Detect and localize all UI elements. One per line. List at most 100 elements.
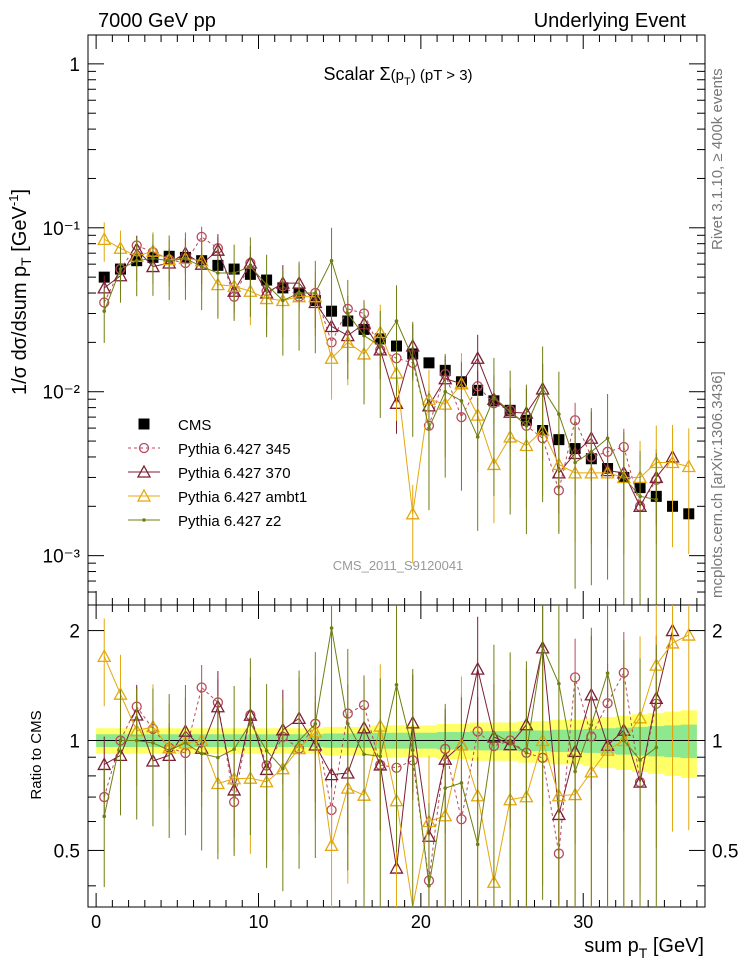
data-point bbox=[248, 264, 253, 269]
x-tick-label: 30 bbox=[573, 912, 593, 932]
mcplots-label: mcplots.cern.ch [arXiv:1306.3436] bbox=[709, 371, 726, 598]
ratio-point bbox=[589, 723, 594, 727]
ratio-point bbox=[324, 838, 339, 852]
legend-item-pythia-6-427-z2: Pythia 6.427 z2 bbox=[128, 513, 281, 530]
ratio-point bbox=[297, 738, 301, 743]
data-point bbox=[654, 497, 659, 502]
ratio-point bbox=[324, 767, 339, 781]
ratio-point bbox=[281, 766, 285, 771]
data-point bbox=[573, 460, 577, 465]
legend-label: Pythia 6.427 370 bbox=[178, 465, 291, 482]
data-point bbox=[97, 232, 112, 246]
ratio-point bbox=[654, 745, 659, 750]
ratio-point bbox=[151, 741, 155, 745]
data-point bbox=[475, 435, 480, 439]
ratio-point bbox=[427, 884, 431, 888]
legend-marker bbox=[138, 442, 150, 454]
data-point bbox=[151, 256, 155, 261]
ratio-point bbox=[524, 751, 529, 755]
ratio-y-tick-label: 2 bbox=[69, 622, 80, 643]
ratio-y-axis-label: Ratio to CMS bbox=[28, 710, 45, 799]
x-tick-label: 10 bbox=[248, 912, 268, 932]
ratio-point bbox=[681, 627, 696, 641]
legend-label: Pythia 6.427 ambt1 bbox=[178, 489, 307, 506]
ratio-point bbox=[492, 731, 496, 736]
ratio-point bbox=[605, 671, 610, 675]
ratio-y-tick-label: 0.5 bbox=[54, 841, 80, 862]
data-point bbox=[324, 319, 339, 333]
data-point bbox=[470, 350, 485, 364]
legend-label: Pythia 6.427 345 bbox=[178, 441, 291, 458]
legend: CMS Pythia 6.427 345 Pythia 6.427 370 Pythi… bbox=[128, 417, 307, 530]
y-tick-label: 10⁻² bbox=[43, 383, 81, 404]
header-right: Underlying Event bbox=[534, 10, 687, 32]
data-point bbox=[329, 258, 334, 263]
data-point bbox=[638, 494, 642, 499]
data-point bbox=[410, 356, 415, 361]
legend-marker bbox=[138, 418, 150, 430]
x-axis-label: sum pT [GeV] bbox=[584, 935, 704, 961]
header-left: 7000 GeV pp bbox=[98, 10, 216, 32]
ratio-point bbox=[167, 748, 171, 753]
ratio-point bbox=[329, 626, 334, 630]
ratio-point bbox=[443, 786, 448, 790]
series-pythia-6-427-z2 bbox=[102, 227, 659, 605]
data-point bbox=[459, 399, 464, 403]
ratio-point bbox=[248, 721, 253, 725]
x-tick-label: 0 bbox=[91, 912, 101, 932]
ratio-point bbox=[470, 661, 485, 675]
data-point bbox=[557, 412, 561, 416]
ratio-point bbox=[459, 781, 464, 785]
ratio-point bbox=[540, 644, 545, 649]
data-point bbox=[378, 344, 383, 348]
ratio-point bbox=[345, 721, 350, 726]
data-point bbox=[681, 459, 696, 473]
ratio-point bbox=[638, 758, 642, 762]
data-point bbox=[281, 298, 285, 303]
ratio-point bbox=[410, 748, 415, 752]
legend-marker bbox=[136, 488, 152, 502]
ratio-point bbox=[475, 842, 480, 847]
y-tick-label: 1 bbox=[69, 55, 80, 76]
data-point bbox=[394, 319, 399, 323]
legend-item-pythia-6-427-370: Pythia 6.427 370 bbox=[128, 464, 291, 482]
ratio-point bbox=[378, 754, 383, 759]
data-point bbox=[216, 271, 220, 275]
ratio-point bbox=[313, 721, 318, 726]
ratio-point bbox=[183, 741, 188, 745]
ratio-point bbox=[264, 748, 269, 753]
ratio-point bbox=[573, 769, 577, 774]
data-point bbox=[183, 256, 188, 261]
data-point bbox=[492, 395, 496, 400]
ratio-point bbox=[97, 648, 112, 663]
ratio-point bbox=[232, 747, 236, 752]
ratio-y-tick-label-right: 0.5 bbox=[712, 841, 738, 862]
data-point bbox=[589, 450, 594, 454]
y-tick-label: 10⁻³ bbox=[43, 547, 81, 568]
ratio-y-tick-label-right: 1 bbox=[712, 732, 723, 753]
y-axis-label: 1/σ dσ/dsum pT [GeV-1] bbox=[6, 189, 34, 395]
ratio-point bbox=[394, 682, 399, 687]
legend-label: CMS bbox=[178, 417, 211, 434]
data-point bbox=[665, 455, 680, 469]
ratio-point bbox=[622, 738, 626, 743]
data-point bbox=[427, 426, 431, 430]
data-point bbox=[423, 357, 435, 369]
legend-item-cms: CMS bbox=[138, 417, 211, 434]
data-point bbox=[524, 423, 529, 428]
ratio-point bbox=[199, 751, 204, 756]
legend-item-pythia-6-427-ambt1: Pythia 6.427 ambt1 bbox=[128, 488, 307, 506]
legend-label: Pythia 6.427 z2 bbox=[178, 513, 281, 530]
y-tick-label: 10⁻¹ bbox=[43, 219, 81, 240]
ratio-plot-panel: 0 10 20 30 0.5 0.5 1 1 2 2 bbox=[54, 604, 738, 932]
data-point bbox=[264, 282, 269, 287]
data-point bbox=[405, 506, 420, 520]
data-point bbox=[443, 389, 448, 394]
ratio-y-tick-label: 1 bbox=[69, 732, 80, 753]
data-point bbox=[199, 264, 204, 269]
ratio-point bbox=[557, 681, 561, 686]
legend-marker bbox=[142, 518, 146, 522]
data-point bbox=[540, 386, 545, 391]
data-point bbox=[622, 475, 626, 480]
ratio-series-pythia-6-427-z2 bbox=[102, 605, 659, 907]
